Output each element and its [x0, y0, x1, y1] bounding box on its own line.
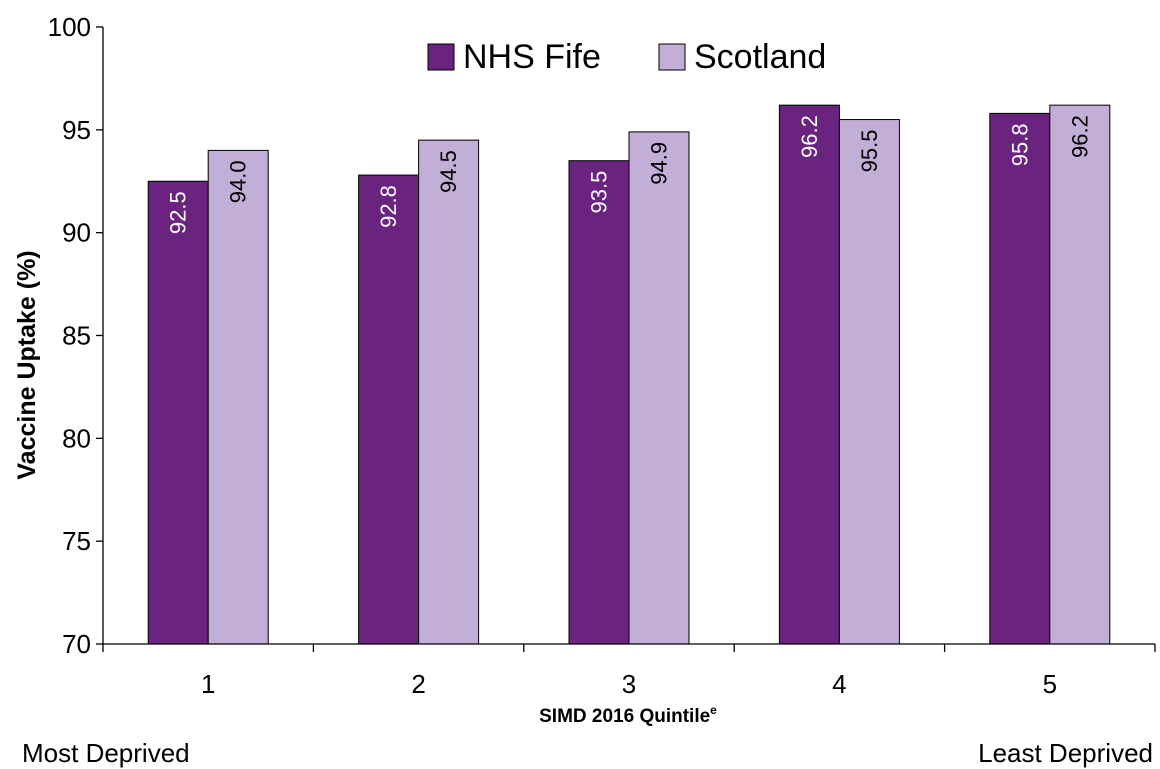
y-tick-label-90: 90	[62, 218, 91, 248]
x-axis-title-text: SIMD 2016 Quintile	[539, 706, 710, 727]
bar-nhs-fife-q5	[989, 112, 1051, 645]
y-axis-title: Vaccine Uptake (%)	[13, 250, 41, 479]
data-label-nhs-fife-q1: 92.5	[166, 191, 191, 234]
x-tick-label-2: 2	[411, 669, 425, 699]
legend: NHS Fife Scotland	[427, 38, 826, 76]
data-label-nhs-fife-q2: 92.8	[376, 185, 401, 228]
y-tick-label-70: 70	[62, 629, 91, 659]
bar-nhs-fife-q4	[778, 104, 840, 645]
y-ticks-group: 70 75 80 85 90 95 100	[48, 12, 103, 659]
bars-group	[147, 104, 1111, 645]
annotation-least-deprived: Least Deprived	[978, 738, 1153, 768]
bar-scotland-q4	[838, 119, 900, 645]
bar-scotland-q2	[418, 139, 480, 645]
data-label-nhs-fife-q4: 96.2	[797, 115, 822, 158]
x-axis-title-superscript: e	[710, 703, 717, 717]
bar-scotland-q5	[1049, 104, 1111, 645]
y-tick-label-75: 75	[62, 526, 91, 556]
bar-scotland-q3	[628, 131, 690, 645]
bar-labels-group: 92.5 92.8 93.5 96.2 95.8 94.0 94.5 94.9 95.5 96.2	[166, 115, 1093, 234]
legend-label-scotland: Scotland	[694, 38, 826, 76]
annotation-most-deprived: Most Deprived	[22, 738, 190, 768]
data-label-scotland-q3: 94.9	[647, 142, 672, 185]
data-label-scotland-q1: 94.0	[226, 160, 251, 203]
data-label-scotland-q4: 95.5	[857, 130, 882, 173]
y-tick-label-100: 100	[48, 12, 91, 42]
x-tick-label-1: 1	[201, 669, 215, 699]
x-axis-title: SIMD 2016 Quintilee	[539, 703, 717, 727]
x-tick-label-5: 5	[1043, 669, 1057, 699]
bar-nhs-fife-q1	[147, 180, 209, 645]
legend-label-nhs-fife: NHS Fife	[463, 38, 601, 76]
x-tick-label-4: 4	[832, 669, 846, 699]
bar-nhs-fife-q2	[358, 174, 420, 645]
legend-swatch-scotland	[658, 43, 686, 71]
data-label-nhs-fife-q3: 93.5	[587, 171, 612, 214]
y-tick-label-80: 80	[62, 423, 91, 453]
x-ticks-group: 1 2 3 4 5	[102, 644, 1156, 699]
data-label-nhs-fife-q5: 95.8	[1007, 123, 1032, 166]
bar-nhs-fife-q3	[568, 160, 630, 645]
data-label-scotland-q2: 94.5	[436, 150, 461, 193]
y-tick-label-85: 85	[62, 321, 91, 351]
x-tick-label-3: 3	[622, 669, 636, 699]
data-label-scotland-q5: 96.2	[1067, 115, 1092, 158]
legend-swatch-nhs-fife	[427, 43, 455, 71]
bar-scotland-q1	[207, 149, 269, 645]
y-tick-label-95: 95	[62, 115, 91, 145]
